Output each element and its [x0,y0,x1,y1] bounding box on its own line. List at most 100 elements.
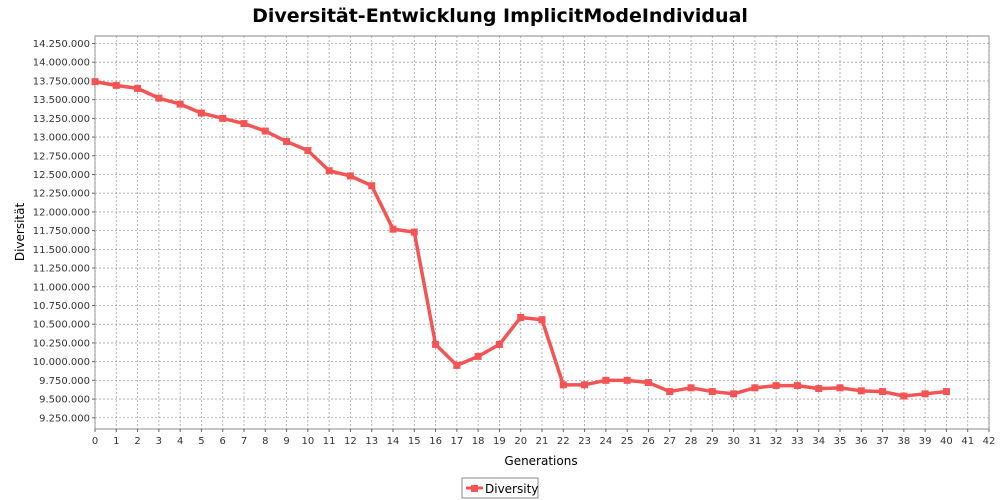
x-tick-label: 33 [791,436,804,447]
x-tick-label: 20 [514,436,527,447]
data-point [219,114,227,122]
x-tick-label: 15 [408,436,421,447]
y-axis-label: Diversität [13,203,27,262]
y-tick-label: 11.500.000 [33,245,90,256]
data-point [261,127,269,135]
legend-box [461,477,539,499]
x-tick-label: 27 [663,436,676,447]
data-point [346,172,354,180]
y-tick-label: 12.250.000 [33,189,90,200]
y-tick-label: 13.000.000 [33,133,90,144]
y-tick-label: 11.250.000 [33,264,90,275]
data-point [134,84,142,92]
x-tick-label: 12 [344,436,357,447]
x-tick-label: 26 [642,436,655,447]
y-tick-label: 12.750.000 [33,151,90,162]
x-tick-label: 31 [748,436,761,447]
y-tick-label: 11.750.000 [33,226,90,237]
data-point [644,379,652,387]
x-tick-label: 0 [92,436,98,447]
x-tick-label: 38 [897,436,910,447]
data-point [581,381,589,389]
data-point [815,385,823,393]
x-tick-label: 4 [177,436,183,447]
data-point [283,138,291,146]
data-point [900,392,908,400]
x-tick-label: 24 [599,436,612,447]
data-point [708,388,716,396]
x-tick-label: 3 [156,436,162,447]
data-point [517,313,525,321]
x-tick-label: 40 [940,436,953,447]
data-point [879,388,887,396]
y-tick-label: 10.750.000 [33,301,90,312]
y-tick-label: 12.500.000 [33,170,90,181]
y-tick-label: 9.250.000 [39,413,90,424]
data-point [112,81,120,89]
data-point [772,382,780,390]
data-point [793,382,801,390]
x-tick-label: 35 [834,436,847,447]
series-layer [91,78,950,400]
x-tick-label: 30 [727,436,740,447]
data-point [495,340,503,348]
data-point [836,384,844,392]
data-point [559,381,567,389]
legend-entry-diversity: Diversity [485,482,538,496]
data-point [410,228,418,236]
data-point [538,316,546,324]
data-point [666,388,674,396]
x-tick-label: 23 [578,436,591,447]
data-point [155,94,163,102]
y-tick-label: 14.000.000 [33,58,90,69]
x-axis-label: Generations [504,454,577,468]
legend-swatch-marker [471,485,478,492]
data-point [176,100,184,108]
x-tick-label: 39 [919,436,932,447]
x-tick-label: 22 [557,436,570,447]
y-tick-label: 10.000.000 [33,357,90,368]
y-tick-label: 9.750.000 [39,376,90,387]
x-tick-label: 28 [685,436,698,447]
x-tick-label: 37 [876,436,889,447]
x-tick-label: 42 [983,436,996,447]
data-point [602,376,610,384]
x-tick-label: 21 [536,436,549,447]
data-point [751,384,759,392]
grid-lines [94,36,990,429]
legend: Diversity [461,477,539,499]
y-tick-label: 9.500.000 [39,395,90,406]
x-axis-ticks: 0 1 2 3 4 5 6 7 8 9 10 11 12 13 14 15 16 17 18 19 20 21 22 23 24… [92,429,996,447]
y-tick-label: 14.250.000 [33,39,90,50]
data-point [304,147,312,155]
y-tick-label: 10.250.000 [33,338,90,349]
data-point [942,388,950,396]
y-tick-label: 13.500.000 [33,95,90,106]
x-tick-label: 5 [198,436,204,447]
x-tick-label: 16 [429,436,442,447]
x-tick-label: 29 [706,436,719,447]
data-point [325,167,333,175]
data-point [921,390,929,398]
data-point [857,387,865,395]
x-tick-label: 9 [283,436,289,447]
x-tick-label: 36 [855,436,868,447]
x-tick-label: 6 [220,436,226,447]
x-tick-label: 34 [812,436,825,447]
data-point [453,361,461,369]
x-tick-label: 41 [961,436,974,447]
x-tick-label: 1 [113,436,119,447]
data-point [432,340,440,348]
x-tick-label: 10 [301,436,314,447]
x-tick-label: 17 [450,436,463,447]
data-point [623,376,631,384]
data-point [730,390,738,398]
x-tick-label: 8 [262,436,268,447]
y-tick-label: 13.750.000 [33,76,90,87]
x-tick-label: 19 [493,436,506,447]
x-tick-label: 14 [387,436,400,447]
data-point [368,182,376,190]
y-tick-label: 12.000.000 [33,207,90,218]
data-point [474,352,482,360]
data-point [197,109,205,117]
